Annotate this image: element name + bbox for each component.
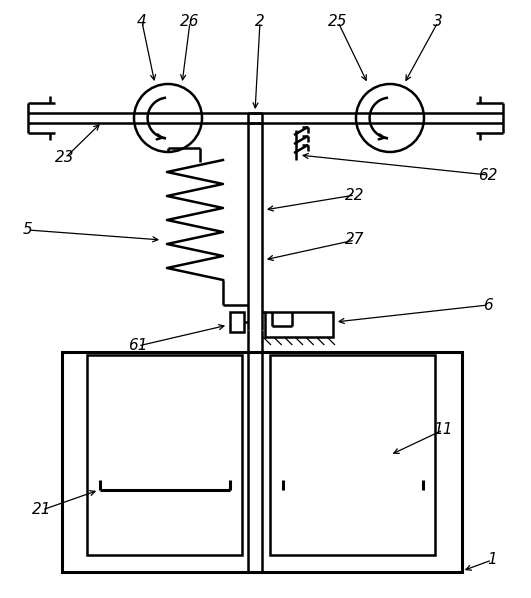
Bar — [265, 312, 333, 337]
Text: 61: 61 — [129, 338, 148, 353]
Text: 26: 26 — [180, 14, 200, 29]
Text: 6: 6 — [483, 297, 493, 313]
Text: 25: 25 — [328, 14, 348, 29]
Bar — [230, 312, 244, 332]
Text: 62: 62 — [478, 167, 498, 182]
Bar — [87, 355, 242, 555]
Text: 11: 11 — [433, 423, 453, 438]
Text: 4: 4 — [137, 14, 147, 29]
Text: 1: 1 — [487, 553, 497, 568]
Bar — [270, 355, 435, 555]
Text: 22: 22 — [345, 188, 365, 203]
Text: 27: 27 — [345, 233, 365, 248]
Text: 21: 21 — [32, 502, 52, 517]
Text: 3: 3 — [433, 14, 443, 29]
Text: 5: 5 — [23, 222, 33, 237]
Text: 2: 2 — [255, 14, 265, 29]
Bar — [62, 352, 462, 572]
Text: 23: 23 — [55, 151, 75, 166]
